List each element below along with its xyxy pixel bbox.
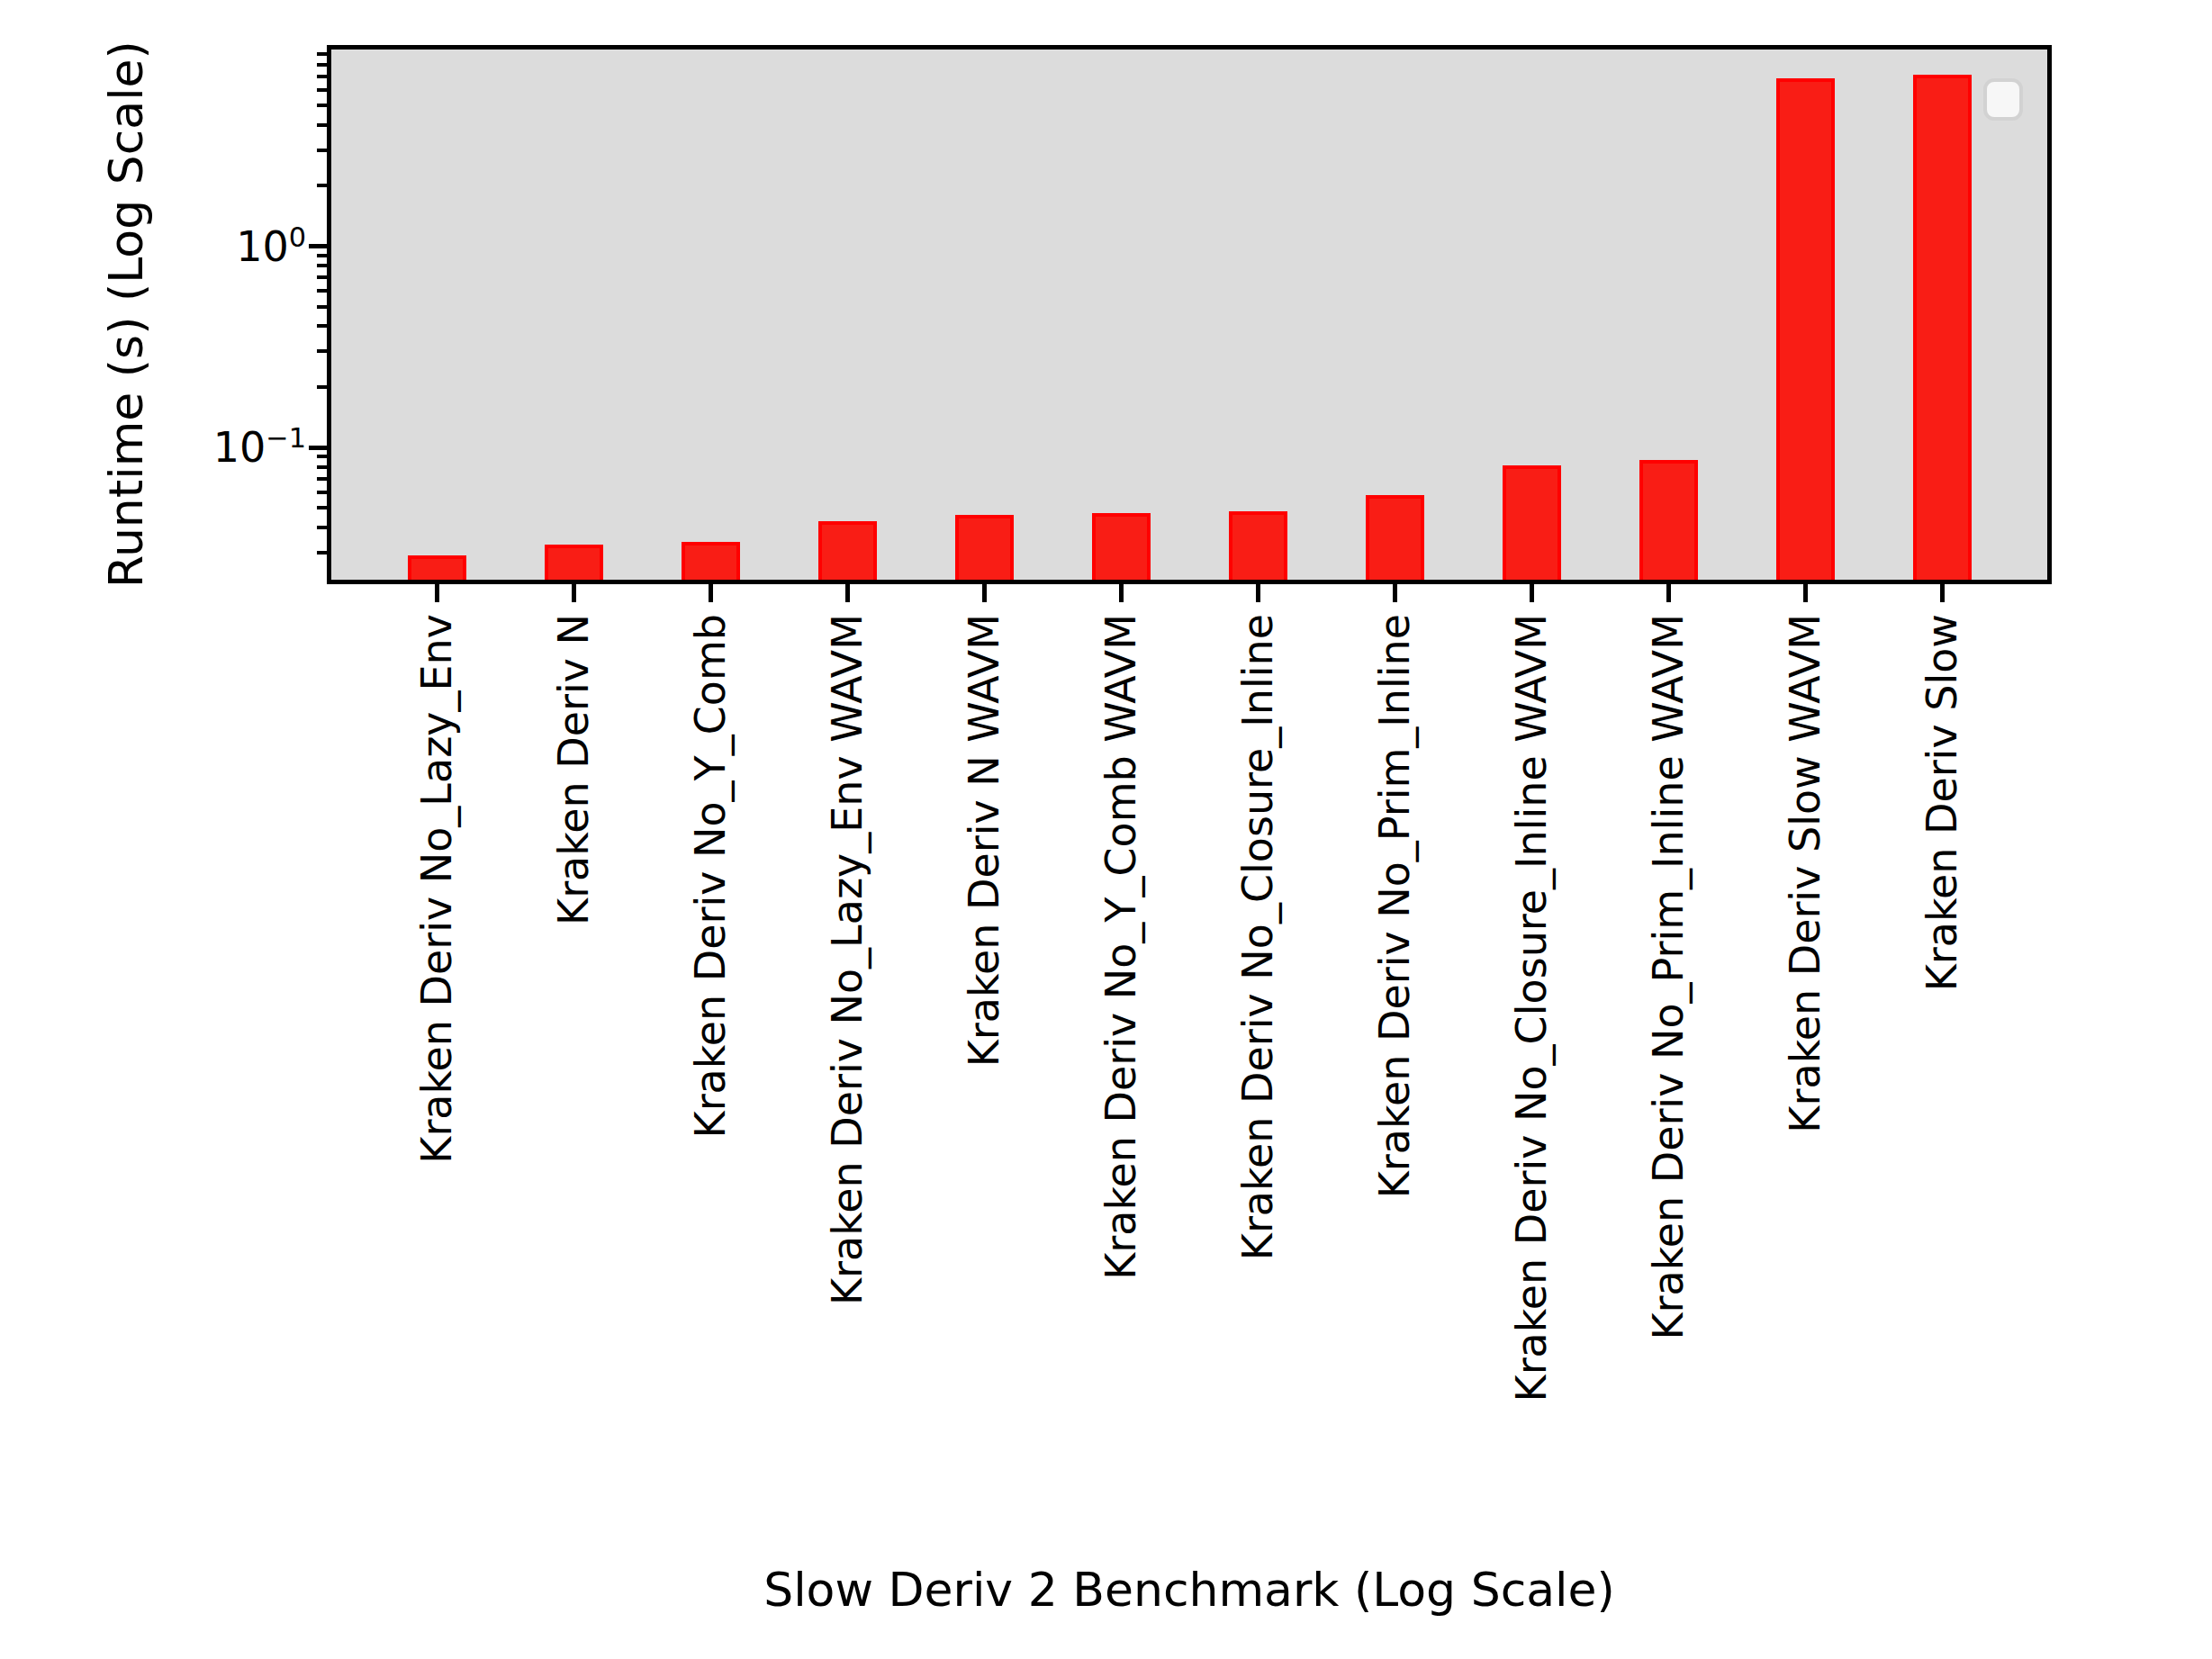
x-tick: [845, 584, 850, 602]
x-tick-label: Kraken Deriv No_Lazy_Env WAVM: [824, 614, 871, 1305]
y-tick-minor: [317, 104, 327, 107]
x-tick-label: Kraken Deriv No_Y_Comb: [687, 614, 735, 1139]
bar: [408, 555, 466, 580]
y-tick-minor: [317, 63, 327, 67]
y-tick-minor: [317, 385, 327, 389]
y-tick-minor: [317, 551, 327, 555]
y-tick-minor: [317, 184, 327, 187]
plot-area: [327, 45, 2052, 584]
x-tick-label: Kraken Deriv N WAVM: [961, 614, 1008, 1067]
y-tick-minor: [317, 275, 327, 279]
bar: [682, 542, 740, 580]
bar: [1639, 460, 1698, 580]
x-tick: [1940, 584, 1945, 602]
bar: [1092, 513, 1151, 580]
x-tick-label: Kraken Deriv No_Closure_Inline WAVM: [1508, 614, 1556, 1402]
bar: [1229, 511, 1287, 580]
x-tick: [572, 584, 576, 602]
y-tick-minor: [317, 526, 327, 529]
y-tick-minor: [317, 149, 327, 152]
bar: [1913, 75, 1972, 580]
x-tick: [1530, 584, 1534, 602]
x-tick-label: Kraken Deriv No_Prim_Inline: [1371, 614, 1419, 1198]
y-tick-minor: [317, 254, 327, 257]
y-tick-major: [309, 244, 327, 248]
bar: [818, 521, 877, 580]
x-tick-label: Kraken Deriv No_Prim_Inline WAVM: [1645, 614, 1693, 1340]
x-tick: [1666, 584, 1671, 602]
y-tick-minor: [317, 88, 327, 92]
x-tick: [1803, 584, 1808, 602]
y-tick-minor: [317, 289, 327, 293]
x-tick-label: Kraken Deriv N: [550, 614, 598, 925]
x-tick-label: Kraken Deriv No_Y_Comb WAVM: [1097, 614, 1145, 1280]
x-tick: [1393, 584, 1397, 602]
y-tick-minor: [317, 75, 327, 78]
x-tick: [709, 584, 713, 602]
x-tick-label: Kraken Deriv No_Lazy_Env: [413, 614, 461, 1164]
bar: [1776, 78, 1835, 580]
bar: [1503, 465, 1561, 580]
x-tick-label: Kraken Deriv Slow WAVM: [1782, 614, 1829, 1133]
y-tick-label: 100: [236, 226, 306, 267]
y-tick-minor: [317, 349, 327, 353]
x-tick: [1119, 584, 1124, 602]
bar: [955, 515, 1014, 580]
x-tick: [435, 584, 439, 602]
y-axis-label: Runtime (s) (Log Scale): [101, 41, 152, 588]
bar: [545, 545, 603, 580]
figure: 100 10−1 Kraken Deriv No_Lazy_Env Kraken D…: [0, 0, 2212, 1659]
x-tick: [982, 584, 987, 602]
y-tick-minor: [317, 491, 327, 494]
y-tick-major: [309, 446, 327, 450]
y-tick-minor: [317, 52, 327, 56]
legend-box: [1983, 78, 2023, 121]
y-tick-minor: [317, 264, 327, 267]
y-tick-minor: [317, 123, 327, 127]
y-tick-minor: [317, 465, 327, 469]
y-tick-minor: [317, 455, 327, 458]
bar: [1366, 495, 1424, 580]
y-tick-minor: [317, 324, 327, 328]
y-tick-label: 10−1: [213, 427, 306, 468]
x-tick: [1256, 584, 1260, 602]
x-tick-label: Kraken Deriv No_Closure_Inline: [1234, 614, 1282, 1260]
y-tick-minor: [317, 305, 327, 309]
y-tick-minor: [317, 506, 327, 509]
y-tick-minor: [317, 477, 327, 481]
x-tick-label: Kraken Deriv Slow: [1919, 614, 1966, 991]
x-axis-label: Slow Deriv 2 Benchmark (Log Scale): [763, 1564, 1615, 1616]
